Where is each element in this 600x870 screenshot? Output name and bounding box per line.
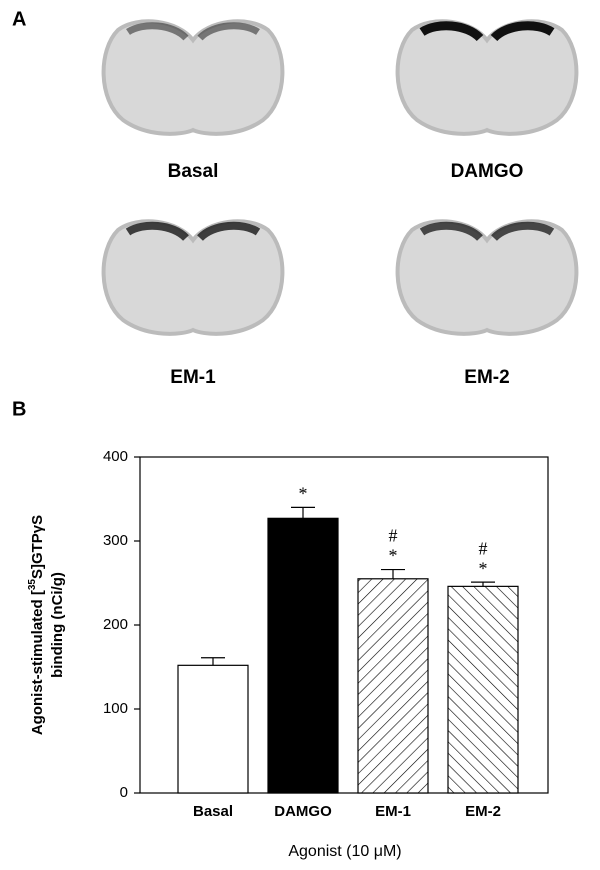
image-caption: Basal [168, 161, 219, 182]
significance-marker: * [479, 558, 488, 578]
x-axis-label: Agonist (10 μM) [288, 843, 401, 860]
y-tick-label: 100 [103, 700, 128, 717]
image-caption: EM-1 [170, 367, 216, 388]
y-axis-label-part: Agonist-stimulated [ [29, 590, 46, 735]
y-tick-label: 300 [103, 532, 128, 549]
bar [267, 517, 339, 794]
autoradiograph [395, 19, 579, 136]
panel-label: A [12, 8, 26, 30]
x-tick-label: Basal [193, 803, 233, 820]
image-caption: EM-2 [464, 367, 509, 388]
panel-label: B [12, 398, 26, 420]
y-axis-label: Agonist-stimulated [35S]GTPγS [27, 515, 46, 735]
y-axis-label: binding (nCi/g) [49, 572, 66, 678]
x-tick-label: EM-1 [375, 803, 411, 820]
bar [357, 578, 429, 794]
autoradiograph [395, 219, 579, 336]
x-tick-label: DAMGO [274, 803, 332, 820]
bar [177, 664, 249, 794]
y-tick-label: 0 [120, 784, 128, 801]
autoradiograph [101, 219, 285, 336]
y-axis-label-part: S]GTPγS [29, 515, 46, 579]
x-tick-label: EM-2 [465, 803, 501, 820]
bar [447, 585, 519, 794]
significance-marker: # [389, 526, 398, 546]
y-axis-label-part: 35 [27, 579, 38, 591]
image-caption: DAMGO [451, 161, 524, 182]
significance-marker: * [389, 546, 398, 566]
autoradiograph [101, 19, 285, 136]
y-tick-label: 200 [103, 616, 128, 633]
significance-marker: * [299, 484, 308, 504]
significance-marker: # [479, 538, 488, 558]
y-tick-label: 400 [103, 448, 128, 465]
